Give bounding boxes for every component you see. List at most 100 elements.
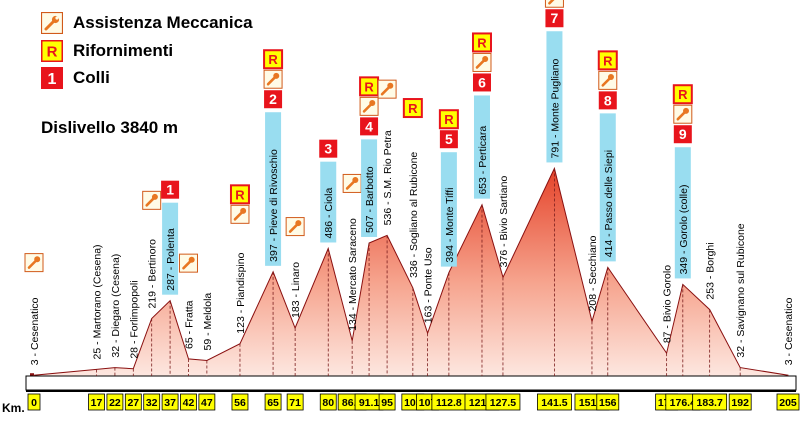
location-label: 32 - Savignano sul Rubicone xyxy=(735,223,747,357)
km-label-box xyxy=(776,393,800,411)
location-label: 219 - Bertinoro xyxy=(147,239,159,309)
location-label: 253 - Borghi xyxy=(705,242,717,299)
km-label-box xyxy=(161,393,179,411)
location-label: 3 - Cesenatico xyxy=(29,297,41,365)
km-label: 141.5 xyxy=(541,397,567,409)
km-label-box xyxy=(106,393,124,411)
climb-number-badge xyxy=(319,139,338,158)
km-label-box xyxy=(198,393,216,411)
wrench-icon xyxy=(295,220,302,227)
refuel-letter: R xyxy=(364,79,374,94)
wrench-icon xyxy=(544,0,564,8)
wrench-icon xyxy=(676,110,687,121)
refuel-r-icon: R xyxy=(41,40,63,62)
location-label: 349 - Gorolo (colle) xyxy=(678,185,690,275)
climb-number: 9 xyxy=(679,126,687,142)
location-label: 183 - Linaro xyxy=(290,262,302,318)
location-label: 123 - Piandispino xyxy=(235,252,247,333)
wrench-icon xyxy=(683,107,690,114)
km-label-box xyxy=(692,393,728,411)
km-label-box xyxy=(143,393,161,411)
legend-item-refuel: R Rifornimenti xyxy=(41,40,173,62)
climb-number-badge xyxy=(472,73,491,92)
km-axis-rule xyxy=(26,390,796,392)
wrench-icon xyxy=(380,85,391,96)
climb-number: 7 xyxy=(551,10,559,26)
refuel-letter: R xyxy=(477,35,487,50)
refuel-r-icon xyxy=(597,50,618,71)
refuel-r-icon xyxy=(402,98,423,119)
climb-label-band xyxy=(440,152,457,267)
climb-number-badge xyxy=(545,9,564,28)
location-label: 397 - Pieve di Rivoschio xyxy=(268,149,280,262)
wrench-icon xyxy=(188,256,195,263)
km-label: 42 xyxy=(183,397,195,409)
km-label-box xyxy=(124,393,142,411)
location-label: 25 - Martorano (Cesena) xyxy=(92,244,104,359)
climb-number-badge xyxy=(598,91,617,110)
climb-number: 1 xyxy=(166,182,174,198)
climb-number: 6 xyxy=(478,74,486,90)
profile-start-mark xyxy=(30,373,34,376)
wrench-icon xyxy=(548,0,555,5)
climb-number-badge xyxy=(264,90,283,109)
location-label: 163 - Ponte Uso xyxy=(423,247,435,323)
location-label: 653 - Perticara xyxy=(477,126,489,195)
climb-badge-number: 1 xyxy=(48,71,57,88)
climb-number-badge xyxy=(161,180,180,199)
km-label: 183.7 xyxy=(697,397,723,409)
wrench-icon xyxy=(41,12,63,34)
km-label-box xyxy=(264,393,282,411)
refuel-letter: R xyxy=(47,44,58,61)
km-label-box xyxy=(537,393,572,411)
climb-number-badge xyxy=(439,130,458,149)
location-label: 134 - Mercato Saraceno xyxy=(347,218,359,331)
km-label: 192 xyxy=(731,397,749,409)
km-prefix: Km. xyxy=(2,401,25,415)
location-label: 65 - Fratta xyxy=(183,300,195,349)
refuel-letter: R xyxy=(268,52,278,67)
climb-number: 5 xyxy=(445,131,453,147)
wrench-icon xyxy=(266,75,277,86)
location-label: 394 - Monte Tiffi xyxy=(444,188,456,263)
location-label: 336 - Sogliano al Rubicone xyxy=(408,152,420,278)
wrench-icon xyxy=(352,177,359,184)
refuel-letter: R xyxy=(408,101,418,116)
km-label-box xyxy=(27,393,41,411)
location-label: 414 - Passo delle Siepi xyxy=(603,150,615,257)
km-label-box xyxy=(88,393,105,411)
location-label: 87 - Bivio Gorolo xyxy=(662,265,674,343)
wrench-icon xyxy=(482,56,489,63)
location-label: 208 - Secchiano xyxy=(587,235,599,311)
km-label: 156 xyxy=(599,397,617,409)
km-label: 95 xyxy=(381,397,393,409)
climb-number-icon: 1 xyxy=(41,67,63,89)
climb-number: 3 xyxy=(324,141,332,157)
wrench-icon xyxy=(369,99,376,106)
km-label-box xyxy=(319,393,337,411)
wrench-icon xyxy=(233,211,244,221)
km-label-box xyxy=(596,393,620,411)
legend-label-climbs: Colli xyxy=(73,68,110,87)
wrench-icon xyxy=(182,259,192,270)
refuel-letter: R xyxy=(678,87,688,102)
km-label: 37 xyxy=(164,397,176,409)
location-label: 536 - S.M. Rio Petra xyxy=(382,130,394,225)
wrench-icon xyxy=(345,180,356,190)
wrench-icon xyxy=(151,193,158,200)
wrench-icon xyxy=(273,72,280,79)
wrench-icon xyxy=(27,259,38,269)
location-label: 791 - Monte Pugliano xyxy=(549,58,561,158)
km-label-box xyxy=(378,393,396,411)
legend-item-climbs: 1 Colli xyxy=(41,67,110,89)
km-label-box xyxy=(286,393,304,411)
location-label: 376 - Bivio Sartiano xyxy=(498,176,510,268)
elevation-gain: Dislivello 3840 m xyxy=(41,118,179,137)
refuel-r-icon xyxy=(229,184,250,205)
location-label: 507 - Barbotto xyxy=(364,166,376,233)
refuel-letter: R xyxy=(444,112,454,127)
km-label: 127.5 xyxy=(490,397,516,409)
km-label: 205 xyxy=(779,397,797,409)
climb-label-band xyxy=(361,139,378,237)
